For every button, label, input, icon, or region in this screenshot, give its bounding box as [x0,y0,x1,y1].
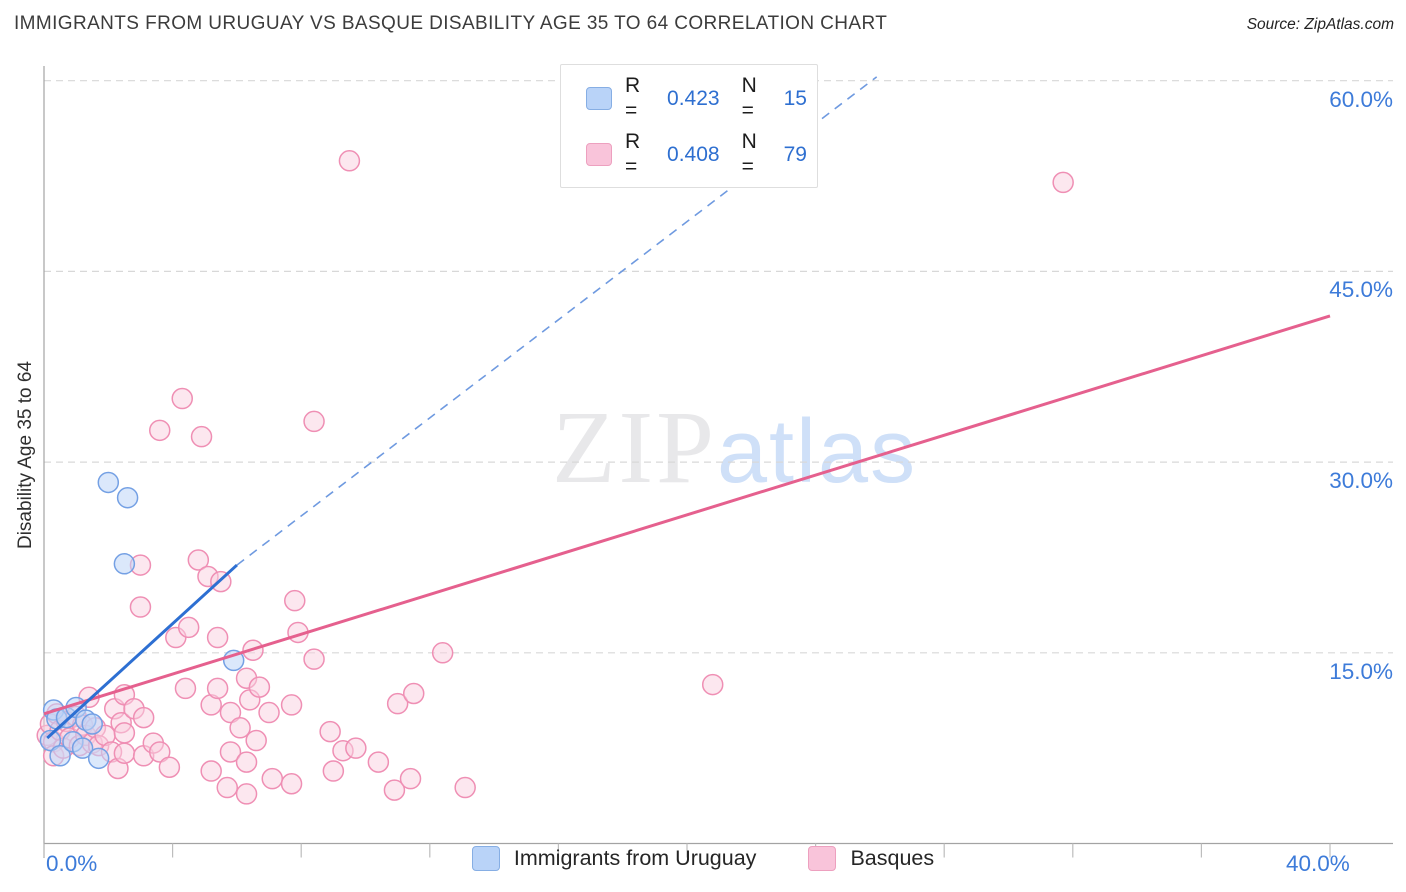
n-label: N = [741,74,757,122]
n-value-basques: 79 [783,142,807,166]
scatter-point-uruguay [87,747,110,770]
scatter-point-basques [280,772,303,795]
trend-line-uruguay [46,563,238,740]
legend-box: R = 0.423 N = 15 R = 0.408 N = 79 [560,64,818,188]
uruguay-swatch [471,846,500,871]
legend-row-basques: R = 0.408 N = 79 [586,129,807,179]
bottom-legend-label: Immigrants from Uruguay [513,846,757,870]
n-value-uruguay: 15 [783,86,807,110]
bottom-legend-item-basques: Basques [808,846,934,871]
scatter-point-basques [132,706,155,729]
scatter-point-basques [113,722,136,744]
source-label: Source: ZipAtlas.com [1246,16,1394,33]
scatter-point-basques [399,767,422,790]
scatter-point-uruguay [71,737,94,759]
r-label: R = [625,130,641,178]
scatter-point-basques [454,776,476,799]
scatter-point-basques [219,701,242,724]
n-label: N = [741,130,757,178]
uruguay-swatch [586,86,612,110]
scatter-point-basques [402,682,425,705]
scatter-point-basques [383,779,406,801]
bottom-legend: Immigrants from Uruguay Basques [0,846,1406,871]
scatter-point-basques [148,741,171,763]
basques-swatch [808,846,837,871]
scatter-point-basques [229,717,251,739]
scatter-point-basques [1052,171,1074,194]
scatter-point-basques [235,751,258,773]
y-tick-label: 60.0% [1329,86,1393,112]
x-tick-label-min: 0.0% [46,851,98,876]
scatter-point-basques [345,737,367,759]
scatter-point-basques [303,648,325,670]
scatter-point-uruguay [81,713,103,735]
scatter-point-uruguay [49,745,71,767]
legend-row-uruguay: R = 0.423 N = 15 [586,73,807,123]
scatter-point-basques [338,150,361,172]
scatter-point-basques [248,676,271,698]
scatter-point-basques [258,701,280,724]
scatter-point-basques [113,742,136,764]
page-title: IMMIGRANTS FROM URUGUAY VS BASQUE DISABI… [14,13,888,34]
scatter-point-basques [280,694,303,716]
scatter-point-basques [187,549,210,571]
scatter-point-basques [177,616,200,639]
watermark-zip: ZIP [552,390,717,505]
scatter-point-basques [190,425,213,448]
r-value-basques: 0.408 [667,142,720,166]
scatter-point-basques [235,783,258,805]
scatter-point-uruguay [113,553,136,575]
scatter-point-basques [158,756,181,778]
scatter-point-basques [322,760,345,782]
y-tick-label: 15.0% [1329,658,1393,684]
scatter-point-basques [284,589,306,612]
bottom-legend-item-uruguay: Immigrants from Uruguay [471,846,757,871]
y-tick-label: 45.0% [1329,277,1393,303]
scatter-point-basques [431,642,454,664]
scatter-point-basques [319,720,341,743]
scatter-point-basques [303,410,325,433]
scatter-point-basques [261,767,284,790]
scatter-point-basques [216,776,239,799]
trend-line-uruguay-dashed [236,76,878,566]
r-value-uruguay: 0.423 [667,86,720,110]
scatter-point-basques [219,741,242,763]
scatter-point-basques [367,751,390,773]
basques-swatch [586,142,612,166]
scatter-point-basques [148,419,171,442]
scatter-point-uruguay [39,729,62,752]
watermark-atlas: atlas [717,402,918,502]
scatter-point-uruguay [116,486,139,509]
trend-line-basques [43,314,1331,716]
scatter-point-basques [206,677,229,700]
scatter-point-uruguay [97,471,120,494]
bottom-legend-label: Basques [850,846,935,870]
scatter-point-basques [200,760,222,782]
x-tick-label-max: 40.0% [1286,851,1350,876]
y-tick-label: 30.0% [1329,468,1393,494]
scatter-point-basques [174,677,197,700]
scatter-point-basques [386,692,409,715]
scatter-point-basques [129,596,152,618]
scatter-point-basques [701,673,724,696]
scatter-point-basques [245,729,267,752]
watermark: ZIP atlas [552,388,917,507]
r-label: R = [625,74,641,122]
y-axis-title: Disability Age 35 to 64 [15,360,36,550]
scatter-point-basques [206,626,229,649]
scatter-point-basques [171,387,193,410]
